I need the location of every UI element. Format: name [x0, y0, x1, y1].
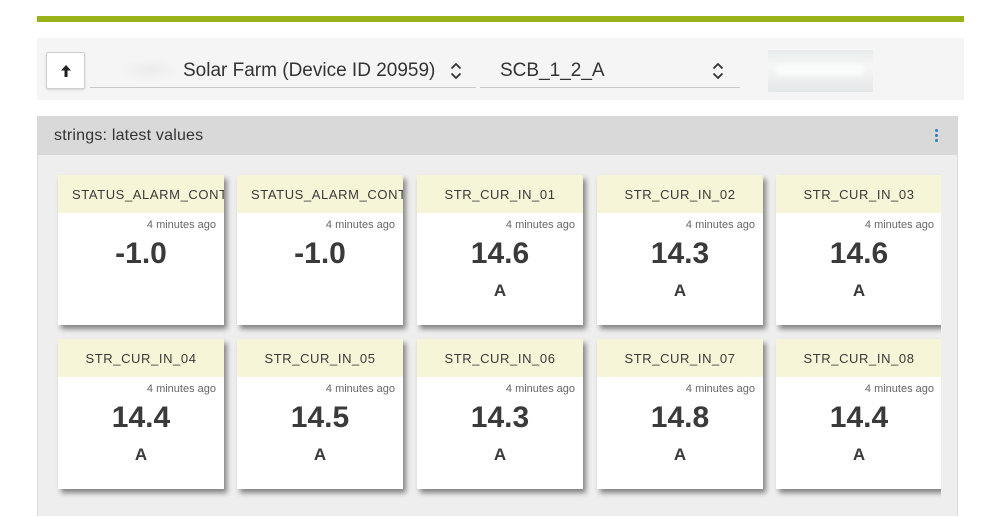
- tile-unit: A: [852, 281, 866, 300]
- tile-header: STR_CUR_IN_04: [58, 339, 224, 377]
- tile-name: STR_CUR_IN_06: [444, 351, 556, 366]
- device-select-value: Solar Farm (Device ID 20959): [183, 60, 436, 81]
- tile-header: STR_CUR_IN_03: [776, 175, 941, 213]
- more-vertical-icon[interactable]: [933, 129, 939, 145]
- tile-name: STR_CUR_IN_01: [444, 187, 556, 202]
- tile-timestamp: 4 minutes ago: [325, 219, 395, 231]
- tile-header: STR_CUR_IN_05: [237, 339, 403, 377]
- tile-unit: A: [493, 445, 507, 464]
- value-tile[interactable]: STR_CUR_IN_04 4 minutes ago 14.4 A: [58, 339, 224, 489]
- tile-timestamp: 4 minutes ago: [685, 219, 755, 231]
- tile-value: 14.6: [470, 237, 530, 270]
- tile-timestamp: 4 minutes ago: [146, 219, 216, 231]
- tile-unit: A: [134, 445, 148, 464]
- tile-timestamp: 4 minutes ago: [505, 219, 575, 231]
- blurred-prefix: [120, 58, 180, 82]
- tile-name: STR_CUR_IN_05: [264, 351, 376, 366]
- tile-timestamp: 4 minutes ago: [325, 383, 395, 395]
- tile-header: STR_CUR_IN_06: [417, 339, 583, 377]
- unfold-chevrons-icon: [712, 62, 724, 80]
- panel-header: strings: latest values: [38, 117, 957, 155]
- tile-timestamp: 4 minutes ago: [685, 383, 755, 395]
- value-tile[interactable]: STR_CUR_IN_01 4 minutes ago 14.6 A: [417, 175, 583, 325]
- tile-header: STR_CUR_IN_07: [597, 339, 763, 377]
- tile-value: 14.4: [829, 401, 889, 434]
- value-tile[interactable]: STR_CUR_IN_05 4 minutes ago 14.5 A: [237, 339, 403, 489]
- toolbar: Solar Farm (Device ID 20959) SCB_1_2_A: [37, 38, 964, 100]
- unfold-chevrons-icon: [450, 62, 462, 80]
- tile-header: STATUS_ALARM_CONTACT: [237, 175, 403, 213]
- value-tile[interactable]: STR_CUR_IN_08 4 minutes ago 14.4 A: [776, 339, 941, 489]
- tile-value: 14.3: [650, 237, 710, 270]
- value-tile[interactable]: STATUS_ALARM_CONTACT 4 minutes ago -1.0: [58, 175, 224, 325]
- tile-name: STR_CUR_IN_08: [803, 351, 915, 366]
- panel-title: strings: latest values: [54, 127, 204, 144]
- tile-header: STATUS_ALARM_CONTACT: [58, 175, 224, 213]
- tile-name: STR_CUR_IN_03: [803, 187, 915, 202]
- tile-value: 14.5: [290, 401, 350, 434]
- tile-timestamp: 4 minutes ago: [864, 383, 934, 395]
- blurred-thumbnail: [768, 50, 873, 92]
- accent-bar: [37, 16, 964, 22]
- tile-header: STR_CUR_IN_08: [776, 339, 941, 377]
- tile-name: STR_CUR_IN_07: [624, 351, 736, 366]
- tile-unit: A: [673, 445, 687, 464]
- tile-value: 14.3: [470, 401, 530, 434]
- tile-header: STR_CUR_IN_01: [417, 175, 583, 213]
- sensor-select[interactable]: SCB_1_2_A: [480, 52, 740, 88]
- tile-unit: A: [313, 445, 327, 464]
- sensor-select-value: SCB_1_2_A: [500, 60, 605, 81]
- tile-unit: A: [673, 281, 687, 300]
- tile-name: STR_CUR_IN_04: [85, 351, 197, 366]
- tile-value: 14.8: [650, 401, 710, 434]
- arrow-up-icon: [61, 65, 71, 77]
- tile-timestamp: 4 minutes ago: [146, 383, 216, 395]
- value-tile[interactable]: STR_CUR_IN_02 4 minutes ago 14.3 A: [597, 175, 763, 325]
- tile-name: STATUS_ALARM_CONTACT: [251, 187, 403, 202]
- value-tile[interactable]: STR_CUR_IN_06 4 minutes ago 14.3 A: [417, 339, 583, 489]
- tile-unit: A: [852, 445, 866, 464]
- tile-unit: A: [493, 281, 507, 300]
- navigate-up-button[interactable]: [46, 52, 85, 89]
- tile-timestamp: 4 minutes ago: [864, 219, 934, 231]
- tile-value: 14.4: [111, 401, 171, 434]
- tile-name: STR_CUR_IN_02: [624, 187, 736, 202]
- value-tile[interactable]: STR_CUR_IN_07 4 minutes ago 14.8 A: [597, 339, 763, 489]
- tile-timestamp: 4 minutes ago: [505, 383, 575, 395]
- tile-value: -1.0: [294, 237, 346, 270]
- device-select[interactable]: Solar Farm (Device ID 20959): [90, 52, 476, 88]
- tile-name: STATUS_ALARM_CONTACT: [72, 187, 224, 202]
- tiles-grid: STATUS_ALARM_CONTACT 4 minutes ago -1.0 …: [38, 155, 941, 517]
- tile-value: -1.0: [115, 237, 167, 270]
- strings-panel: strings: latest values STATUS_ALARM_CONT…: [37, 116, 958, 516]
- value-tile[interactable]: STR_CUR_IN_03 4 minutes ago 14.6 A: [776, 175, 941, 325]
- tile-header: STR_CUR_IN_02: [597, 175, 763, 213]
- tile-value: 14.6: [829, 237, 889, 270]
- value-tile[interactable]: STATUS_ALARM_CONTACT 4 minutes ago -1.0: [237, 175, 403, 325]
